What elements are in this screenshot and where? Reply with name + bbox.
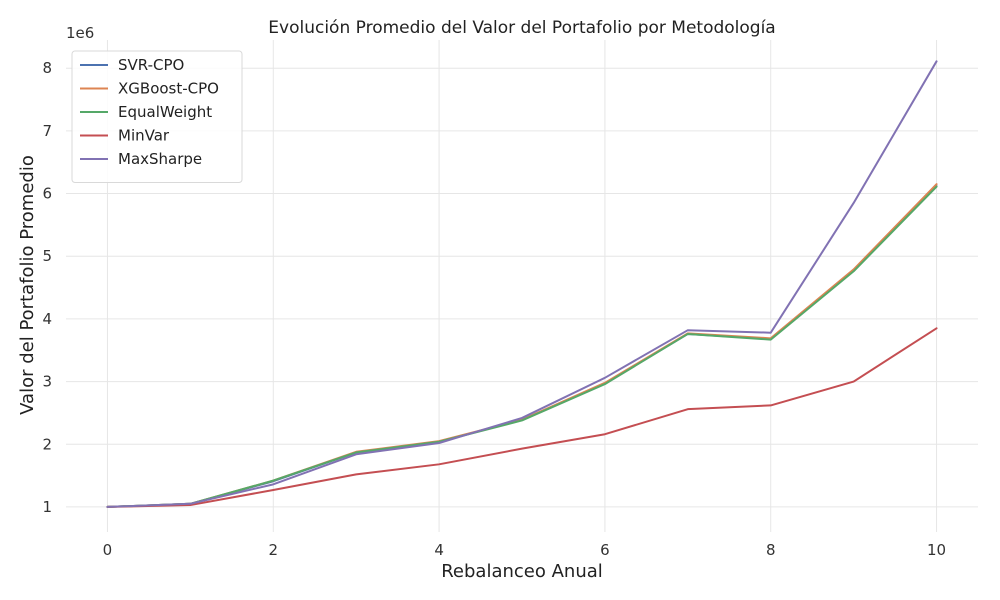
y-axis-label: Valor del Portafolio Promedio [17,155,38,415]
series-line-maxsharpe [106,60,938,508]
legend-entry: SVR-CPO [118,56,184,74]
y-tick-label: 6 [42,185,52,203]
y-offset-label: 1e6 [66,24,94,42]
y-tick-label: 5 [42,247,52,265]
legend-entry: EqualWeight [118,103,212,121]
legend-entry: MaxSharpe [118,150,202,168]
series-line-svr-cpo [106,185,938,508]
x-tick-label: 8 [766,541,776,559]
series-line-minvar [106,327,938,508]
chart-title: Evolución Promedio del Valor del Portafo… [268,18,775,38]
series-line-xgboost-cpo [106,183,938,508]
x-tick-label: 0 [103,541,113,559]
x-tick-label: 6 [600,541,610,559]
x-axis-label: Rebalanceo Anual [441,561,603,582]
y-tick-label: 4 [42,310,52,328]
y-tick-label: 3 [42,373,52,391]
y-tick-label: 7 [42,122,52,140]
y-tick-label: 8 [42,59,52,77]
x-tick-label: 4 [434,541,444,559]
y-tick-label: 2 [42,435,52,453]
x-tick-label: 2 [268,541,278,559]
legend-entry: XGBoost-CPO [118,80,219,98]
x-tick-label: 10 [927,541,946,559]
grid [66,40,978,532]
series-lines [106,60,938,508]
legend: SVR-CPO XGBoost-CPO EqualWeight MinVar MaxSh… [71,50,243,183]
y-tick-label: 1 [42,498,52,516]
series-line-equalweight [106,185,938,508]
legend-box [71,50,243,183]
legend-entry: MinVar [118,127,170,145]
